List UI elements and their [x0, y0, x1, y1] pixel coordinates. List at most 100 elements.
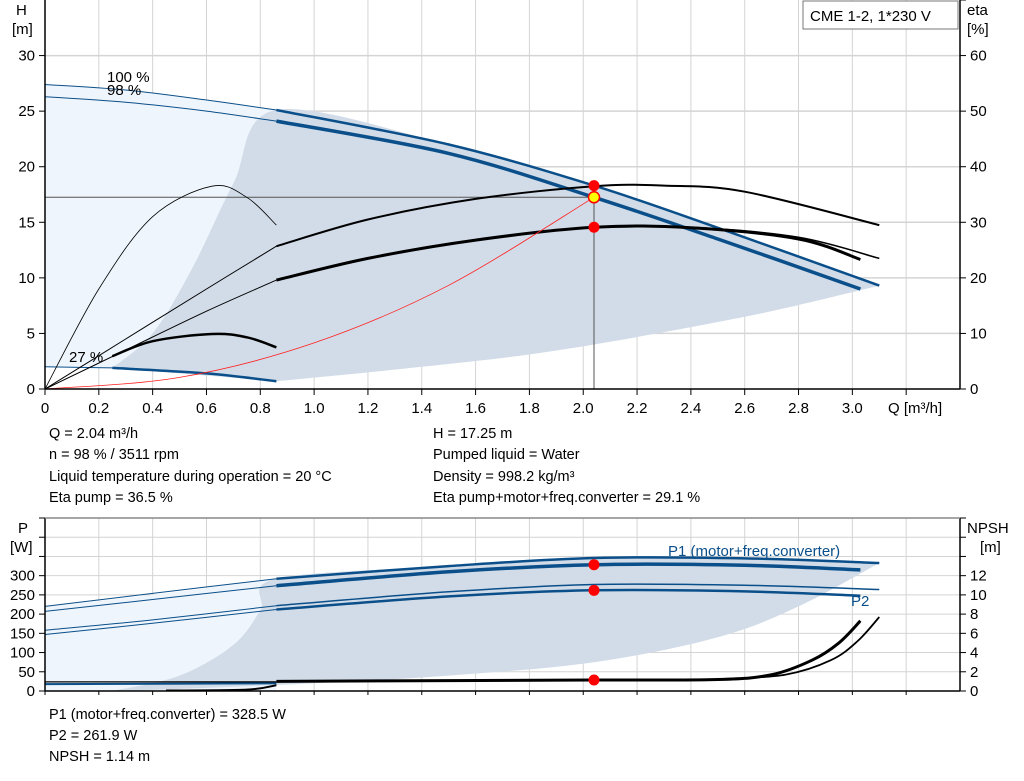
- operating-point-marker: [587, 191, 601, 204]
- x-tick-label: 2.4: [680, 400, 701, 417]
- left-tick-label: 0: [27, 381, 35, 398]
- left-tick-label: 250: [10, 587, 35, 604]
- label-100-percent: 100 %: [107, 69, 150, 86]
- duty-point-marker: [588, 559, 600, 571]
- curve-curve-blue-4: [44, 366, 113, 369]
- label-p2: P2: [851, 593, 869, 610]
- operating-info: Q = 2.04 m³/h n = 98 % / 3511 rpm Liquid…: [49, 426, 700, 506]
- left-tick-label: 25: [18, 103, 35, 120]
- npsh-axis-unit: [m]: [980, 539, 1001, 556]
- right-tick-label: 4: [970, 645, 978, 662]
- curve-curve-blue-2: [44, 96, 277, 122]
- curve-curve-black-12: [593, 225, 880, 260]
- info-speed: n = 98 % / 3511 rpm: [49, 447, 179, 463]
- left-tick-label: 20: [18, 159, 35, 176]
- right-tick-label: 30: [970, 214, 987, 231]
- right-tick-label: 50: [970, 103, 987, 120]
- curve-curve-black-10: [44, 279, 277, 390]
- duty-point-marker: [588, 584, 600, 596]
- right-tick-label: 8: [970, 606, 978, 623]
- left-tick-label: 300: [10, 568, 35, 585]
- right-tick-label: 10: [970, 587, 987, 604]
- power-info: P1 (motor+freq.converter) = 328.5 W P2 =…: [49, 707, 286, 765]
- x-tick-label: 2.6: [734, 400, 755, 417]
- eta-axis-unit: [%]: [967, 21, 989, 38]
- curve-curve-blue-5: [276, 583, 880, 607]
- curve-curve-blue-4: [44, 605, 277, 631]
- curve-curve-blue-5: [112, 366, 277, 383]
- duty-point-marker: [588, 180, 600, 192]
- x-tick-label: 0.2: [88, 400, 109, 417]
- curve-curve-black-8: [44, 245, 277, 390]
- npsh-axis-title: NPSH: [967, 520, 1009, 537]
- curve-system-red-13: [44, 196, 595, 390]
- label-27-percent: 27 %: [69, 349, 103, 366]
- right-tick-label: 60: [970, 48, 987, 65]
- x-tick-label: 0.6: [196, 400, 217, 417]
- operating-area-dark: [112, 109, 880, 382]
- p-axis-unit: [W]: [10, 539, 33, 556]
- curve-curve-black-7: [111, 332, 277, 358]
- x-tick-label: 1.2: [358, 400, 379, 417]
- h-axis-title: H: [16, 2, 27, 19]
- x-tick-label: 0: [41, 400, 49, 417]
- duty-point-marker: [588, 674, 600, 686]
- info-liquid: Pumped liquid = Water: [433, 447, 580, 463]
- x-tick-label: 1.6: [465, 400, 486, 417]
- right-tick-label: 12: [970, 568, 987, 585]
- right-tick-label: 40: [970, 159, 987, 176]
- bottom-operating-areas: [45, 557, 880, 691]
- curve-curve-black-6: [44, 185, 277, 390]
- duty-point-marker: [588, 221, 600, 233]
- right-tick-label: 0: [970, 381, 978, 398]
- curve-curve-blue-6: [44, 609, 277, 635]
- curve-curve-blue-3: [276, 562, 861, 588]
- left-tick-label: 5: [27, 325, 35, 342]
- left-tick-label: 15: [18, 214, 35, 231]
- label-p1: P1 (motor+freq.converter): [668, 543, 840, 560]
- p-axis-title: P: [18, 520, 28, 537]
- left-tick-label: 200: [10, 606, 35, 623]
- top-operating-areas: [45, 84, 880, 382]
- curve-curve-black-11: [276, 619, 862, 683]
- curve-curve-blue-1: [276, 556, 880, 580]
- left-tick-label: 150: [10, 625, 35, 642]
- title-box-text: CME 1-2, 1*230 V: [810, 8, 931, 25]
- x-tick-label: 1.4: [411, 400, 432, 417]
- left-tick-label: 100: [10, 645, 35, 662]
- bottom-axes: 0 50 100 150 200 250 300 0 2 4 6 8 10 12: [10, 517, 987, 700]
- x-tick-label: 2.2: [627, 400, 648, 417]
- right-tick-label: 2: [970, 664, 978, 681]
- curve-curve-blue-0: [44, 84, 277, 111]
- x-tick-label: 1.0: [304, 400, 325, 417]
- curve-curve-blue-2: [44, 585, 277, 612]
- curve-curve-blue-8: [44, 682, 277, 686]
- info-h: H = 17.25 m: [433, 426, 512, 442]
- left-tick-label: 30: [18, 48, 35, 65]
- info-eta-pump: Eta pump = 36.5 %: [49, 490, 173, 506]
- x-tick-label: 3.0: [842, 400, 863, 417]
- info-p1: P1 (motor+freq.converter) = 328.5 W: [49, 707, 286, 723]
- left-tick-label: 0: [27, 683, 35, 700]
- info-p2: P2 = 261.9 W: [49, 728, 138, 744]
- label-98-percent: 98 %: [107, 82, 141, 99]
- h-axis-unit: [m]: [12, 21, 33, 38]
- info-npsh: NPSH = 1.14 m: [49, 749, 150, 765]
- top-axes: 0 5 10 15 20 25 30 0 10 20 30 40 50 60 0 0.2 0.4 0.6 0.8 1.…: [18, 0, 987, 417]
- left-tick-label: 50: [18, 664, 35, 681]
- right-tick-label: 10: [970, 325, 987, 342]
- info-eta-total: Eta pump+motor+freq.converter = 29.1 %: [433, 490, 700, 506]
- info-q: Q = 2.04 m³/h: [49, 426, 138, 442]
- eta-axis-title: eta: [967, 2, 989, 19]
- x-tick-label: 2.0: [573, 400, 594, 417]
- right-tick-label: 6: [970, 625, 978, 642]
- left-tick-label: 10: [18, 270, 35, 287]
- q-axis-title: Q [m³/h]: [888, 400, 942, 417]
- x-tick-label: 1.8: [519, 400, 540, 417]
- right-tick-label: 20: [970, 270, 987, 287]
- curve-curve-black-12: [717, 616, 880, 681]
- info-temperature: Liquid temperature during operation = 20…: [49, 469, 332, 485]
- x-tick-label: 0.8: [250, 400, 271, 417]
- title-box: [802, 0, 959, 30]
